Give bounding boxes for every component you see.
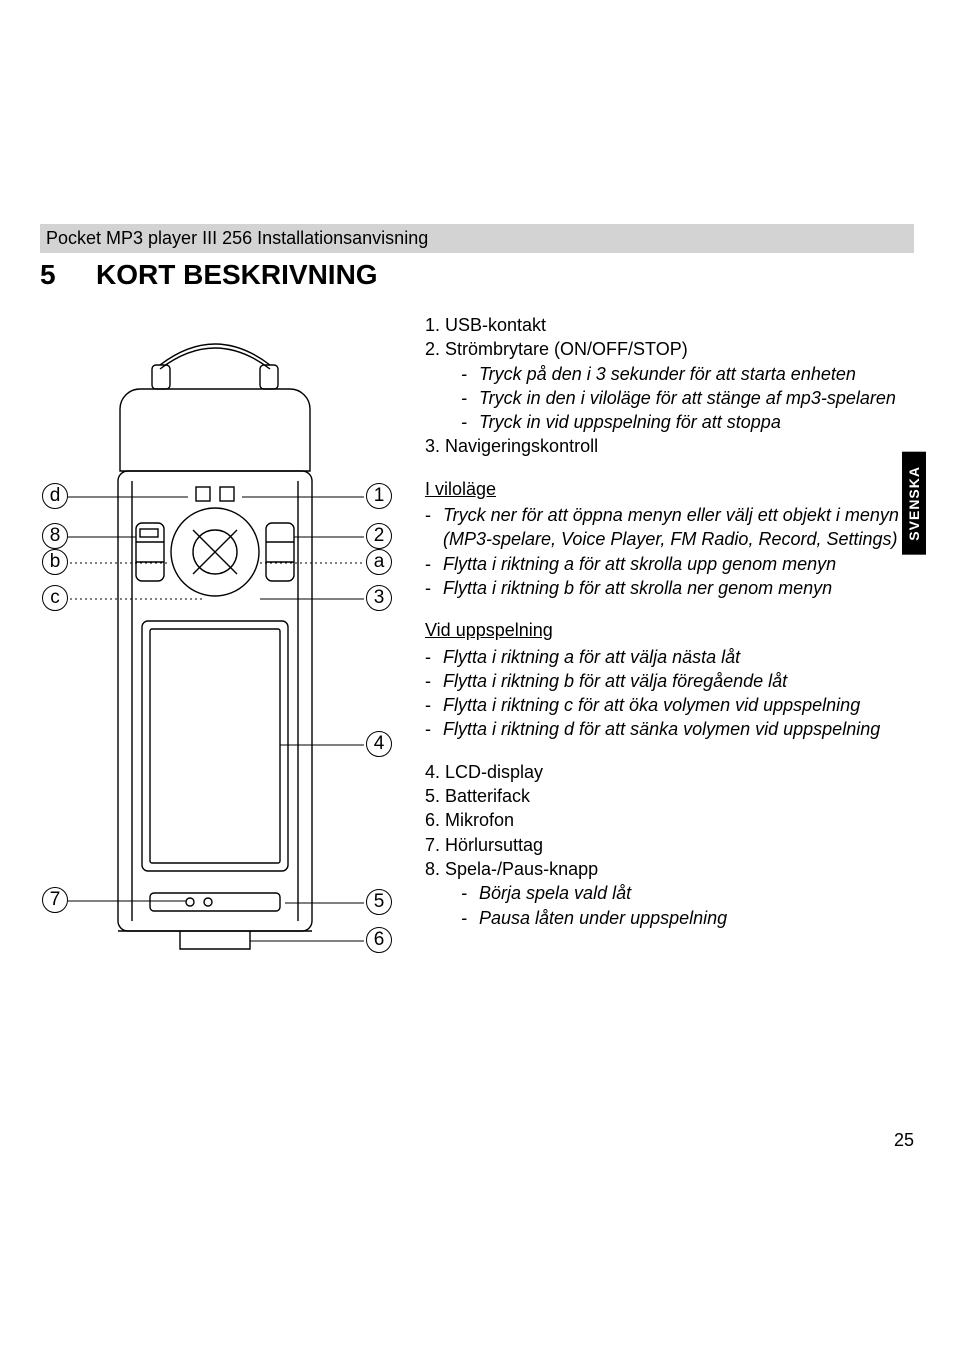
item-8: 8. Spela-/Paus-knapp (425, 857, 914, 881)
item-2-sub-2: -Tryck in den i viloläge för att stänge … (461, 386, 914, 410)
content-row: d 8 b c 7 1 2 a 3 4 5 6 1. USB-kontakt 2… (40, 313, 914, 977)
idle-subhead: I viloläge (425, 477, 914, 501)
label-a: a (366, 549, 392, 575)
label-1: 1 (366, 483, 392, 509)
label-4: 4 (366, 731, 392, 757)
item-4: 4. LCD-display (425, 760, 914, 784)
section-title: 5KORT BESKRIVNING (40, 259, 914, 291)
label-d: d (42, 483, 68, 509)
label-6: 6 (366, 927, 392, 953)
item-3: 3. Navigeringskontroll (425, 434, 914, 458)
play-2: -Flytta i riktning b för att välja föreg… (425, 669, 914, 693)
item-2-sub-3: -Tryck in vid uppspelning för att stoppa (461, 410, 914, 434)
play-3: -Flytta i riktning c för att öka volymen… (425, 693, 914, 717)
item-7: 7. Hörlursuttag (425, 833, 914, 857)
text-column: 1. USB-kontakt 2. Strömbrytare (ON/OFF/S… (425, 313, 914, 930)
item-8-sub-1: -Börja spela vald låt (461, 881, 914, 905)
section-title-text: KORT BESKRIVNING (96, 259, 378, 290)
idle-2: -Flytta i riktning a för att skrolla upp… (425, 552, 914, 576)
page-number: 25 (894, 1130, 914, 1151)
label-7: 7 (42, 887, 68, 913)
label-b: b (42, 549, 68, 575)
item-5: 5. Batterifack (425, 784, 914, 808)
play-subhead: Vid uppspelning (425, 618, 914, 642)
language-tab: SVENSKA (902, 452, 926, 555)
idle-3: -Flytta i riktning b för att skrolla ner… (425, 576, 914, 600)
item-6: 6. Mikrofon (425, 808, 914, 832)
device-diagram: d 8 b c 7 1 2 a 3 4 5 6 (40, 337, 395, 977)
item-8-sub-2: -Pausa låten under uppspelning (461, 906, 914, 930)
section-number: 5 (40, 259, 96, 291)
idle-1: -Tryck ner för att öppna menyn eller väl… (425, 503, 914, 552)
device-svg (40, 337, 395, 977)
play-4: -Flytta i riktning d för att sänka volym… (425, 717, 914, 741)
label-c: c (42, 585, 68, 611)
doc-header-bar: Pocket MP3 player III 256 Installationsa… (40, 224, 914, 253)
label-5: 5 (366, 889, 392, 915)
diagram-column: d 8 b c 7 1 2 a 3 4 5 6 (40, 313, 395, 977)
label-2: 2 (366, 523, 392, 549)
item-1: 1. USB-kontakt (425, 313, 914, 337)
item-2: 2. Strömbrytare (ON/OFF/STOP) (425, 337, 914, 361)
label-3: 3 (366, 585, 392, 611)
item-2-sub-1: -Tryck på den i 3 sekunder för att start… (461, 362, 914, 386)
play-1: -Flytta i riktning a för att välja nästa… (425, 645, 914, 669)
label-8: 8 (42, 523, 68, 549)
